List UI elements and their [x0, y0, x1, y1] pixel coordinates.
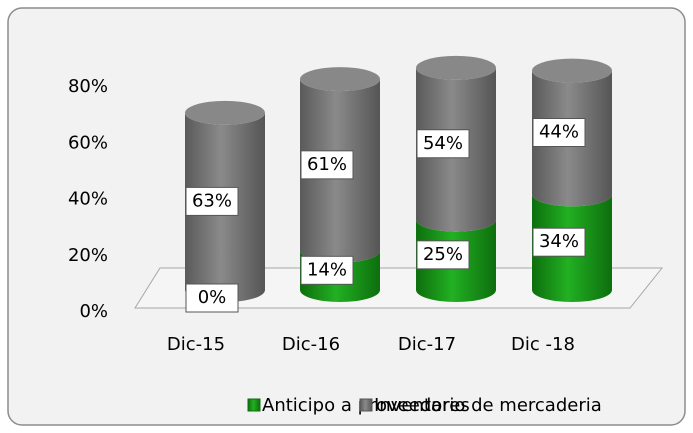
bar-top [185, 100, 265, 125]
bar-top [416, 55, 496, 80]
x-tick-label: Dic-17 [398, 334, 456, 355]
label-box [300, 255, 354, 285]
y-tick-label: 20% [68, 245, 108, 266]
x-tick-label: Dic-16 [282, 334, 340, 355]
data-label: 0% [198, 287, 227, 308]
y-tick-label: 80% [68, 76, 108, 97]
bar-top [532, 58, 612, 83]
label-box [185, 186, 239, 216]
label-box [416, 129, 470, 159]
data-label: 44% [539, 122, 579, 143]
legend-label: Inventario de mercaderia [374, 395, 602, 416]
data-label: 61% [307, 154, 347, 175]
data-label: 14% [307, 259, 347, 280]
data-label: 25% [423, 244, 463, 265]
label-box [532, 118, 586, 147]
y-tick-label: 60% [68, 132, 108, 153]
data-label: 34% [539, 231, 579, 252]
label-box [532, 227, 586, 257]
y-tick-label: 40% [68, 189, 108, 210]
label-box [185, 283, 239, 313]
x-tick-label: Dic -18 [511, 334, 575, 355]
legend-swatch [247, 398, 261, 412]
x-tick-label: Dic-15 [167, 334, 225, 355]
label-box [300, 150, 354, 180]
y-tick-label: 0% [79, 301, 108, 322]
data-label: 54% [423, 133, 463, 154]
bar-top [300, 67, 380, 92]
legend-swatch [359, 398, 373, 412]
label-box [416, 240, 470, 270]
data-label: 63% [192, 190, 232, 211]
